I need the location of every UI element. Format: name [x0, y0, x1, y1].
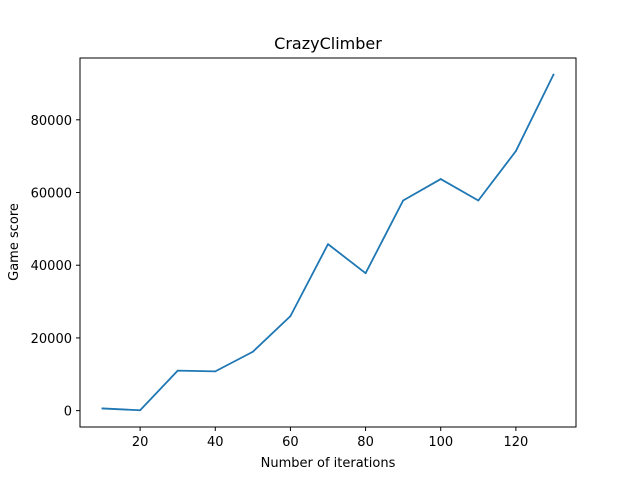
data-point — [101, 407, 104, 410]
y-tick-label: 60000 — [31, 187, 72, 202]
data-point — [514, 150, 517, 152]
x-axis-ticks: 20 40 60 80 100 120 — [132, 427, 528, 450]
data-point — [327, 243, 329, 246]
data-point — [439, 178, 442, 180]
x-tick-label: 80 — [357, 435, 374, 450]
x-tick-label: 20 — [132, 435, 149, 450]
data-point — [477, 199, 480, 202]
y-axis-label: Game score — [7, 203, 22, 281]
y-tick-label: 0 — [64, 405, 72, 420]
x-tick-label: 120 — [503, 435, 528, 450]
y-axis-ticks: 0 20000 40000 60000 80000 — [31, 114, 80, 420]
y-tick-label: 80000 — [31, 114, 72, 129]
x-tick-label: 40 — [207, 435, 224, 450]
y-tick-label: 40000 — [31, 259, 72, 274]
data-point — [139, 409, 142, 412]
x-tick-label: 60 — [282, 435, 299, 450]
data-point — [552, 73, 555, 76]
data-point — [214, 370, 217, 373]
x-tick-label: 100 — [428, 435, 453, 450]
data-point — [251, 350, 254, 353]
data-point — [176, 369, 179, 372]
x-axis-label: Number of iterations — [261, 456, 396, 471]
axes-frame — [79, 57, 577, 428]
data-point — [364, 272, 367, 275]
y-tick-label: 20000 — [31, 332, 72, 347]
data-point — [289, 315, 292, 318]
data-point — [402, 199, 405, 202]
plot-area — [79, 57, 577, 428]
chart-title: CrazyClimber — [274, 34, 382, 53]
